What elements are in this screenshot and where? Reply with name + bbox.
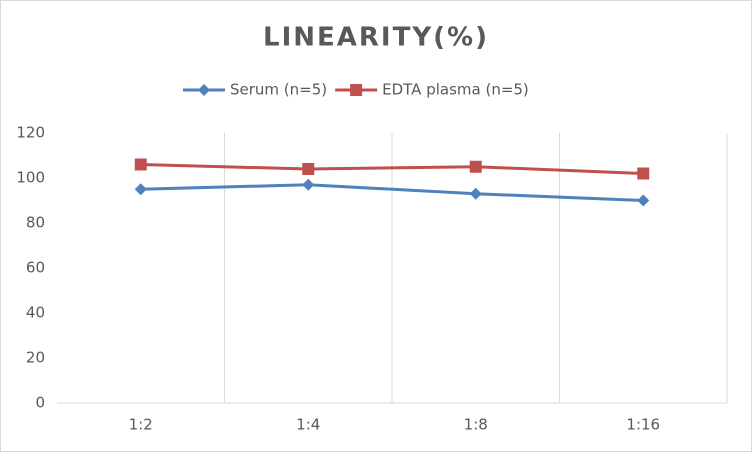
x-tick-label: 1:8 (464, 416, 488, 434)
legend-marker (198, 84, 210, 96)
marker (469, 160, 482, 173)
legend-marker (350, 84, 363, 96)
y-tick-label: 60 (26, 259, 45, 277)
x-tick-label: 1:2 (129, 416, 153, 434)
y-tick-label: 20 (26, 349, 45, 367)
marker (637, 194, 650, 207)
marker (469, 187, 482, 200)
line (140, 163, 644, 175)
chart-title: LINEARITY(%) (263, 23, 489, 53)
y-tick-label: 80 (26, 214, 45, 232)
x-tick-label: 1:16 (626, 416, 660, 434)
legend-label: EDTA plasma (n=5) (382, 81, 529, 99)
marker (302, 178, 315, 191)
marker (302, 163, 315, 175)
x-tick-label: 1:4 (296, 416, 320, 434)
y-tick-label: 100 (16, 169, 45, 187)
y-tick-label: 0 (35, 394, 45, 412)
marker (134, 158, 147, 171)
line (140, 183, 644, 202)
legend-label: Serum (n=5) (230, 81, 327, 99)
y-tick-label: 120 (16, 124, 45, 142)
y-tick-label: 40 (26, 304, 45, 322)
marker (637, 167, 650, 180)
marker (134, 183, 147, 196)
